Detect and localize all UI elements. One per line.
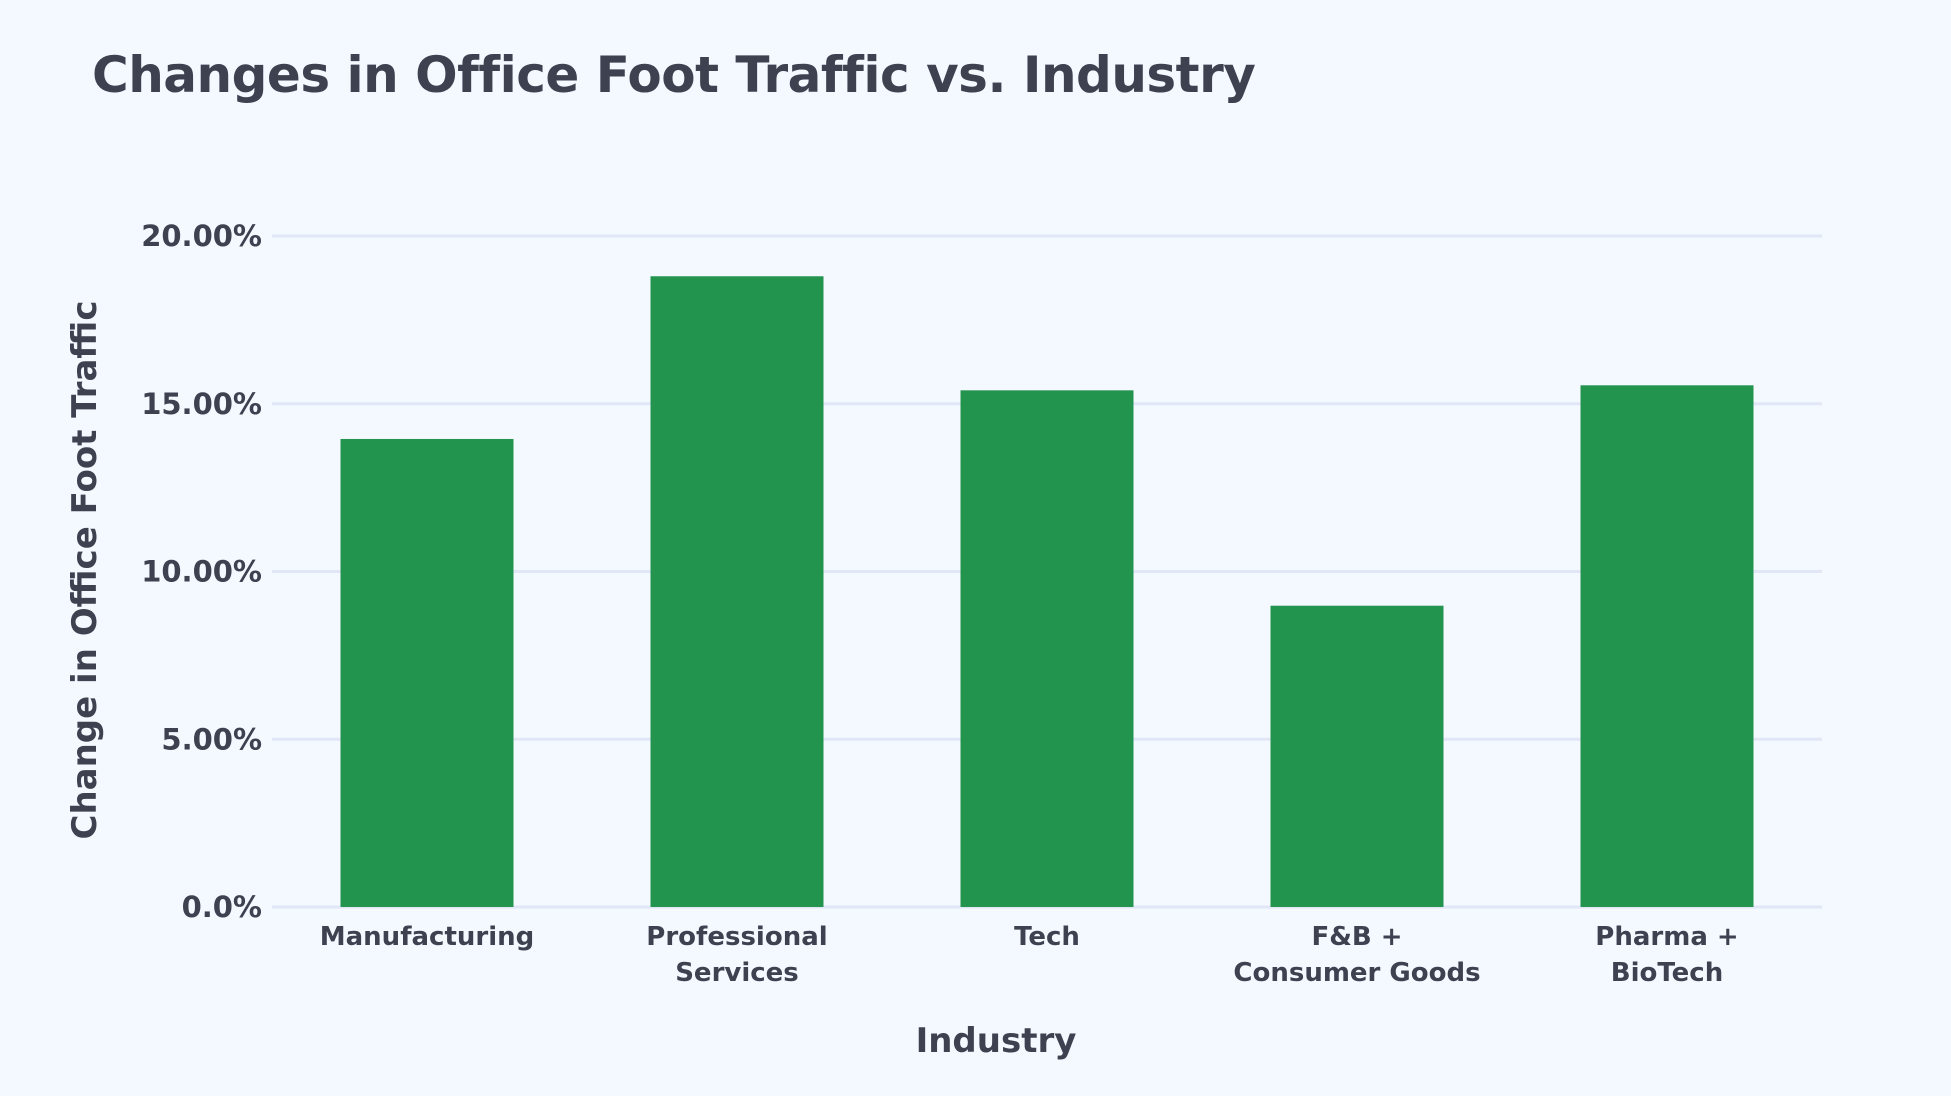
y-tick-label: 20.00% [141,219,262,253]
x-tick-label: Manufacturing [320,922,535,952]
bars [340,276,1754,908]
y-tick-label: 5.00% [161,722,262,756]
y-axis-title: Change in Office Foot Traffic [65,300,105,839]
y-tick-labels: 0.0% 5.00% 10.00% 15.00% 20.00% [141,219,262,924]
x-tick-label: Tech [1014,922,1080,952]
x-tick-labels: Manufacturing Professional Services Tech F&B… [320,922,1739,988]
y-tick-label: 0.0% [182,890,262,924]
x-tick-label: Pharma + BioTech [1595,922,1738,988]
x-tick-label: Professional Services [646,922,827,988]
bar [650,276,824,907]
bar [340,438,514,907]
y-tick-label: 10.00% [141,555,262,589]
bar [1270,605,1444,907]
y-tick-label: 15.00% [141,387,262,421]
bar [1580,385,1754,907]
chart-title: Changes in Office Foot Traffic vs. Indus… [92,46,1256,104]
bar [960,390,1134,908]
x-tick-label: F&B + Consumer Goods [1233,922,1480,988]
x-axis-title: Industry [916,1021,1077,1061]
